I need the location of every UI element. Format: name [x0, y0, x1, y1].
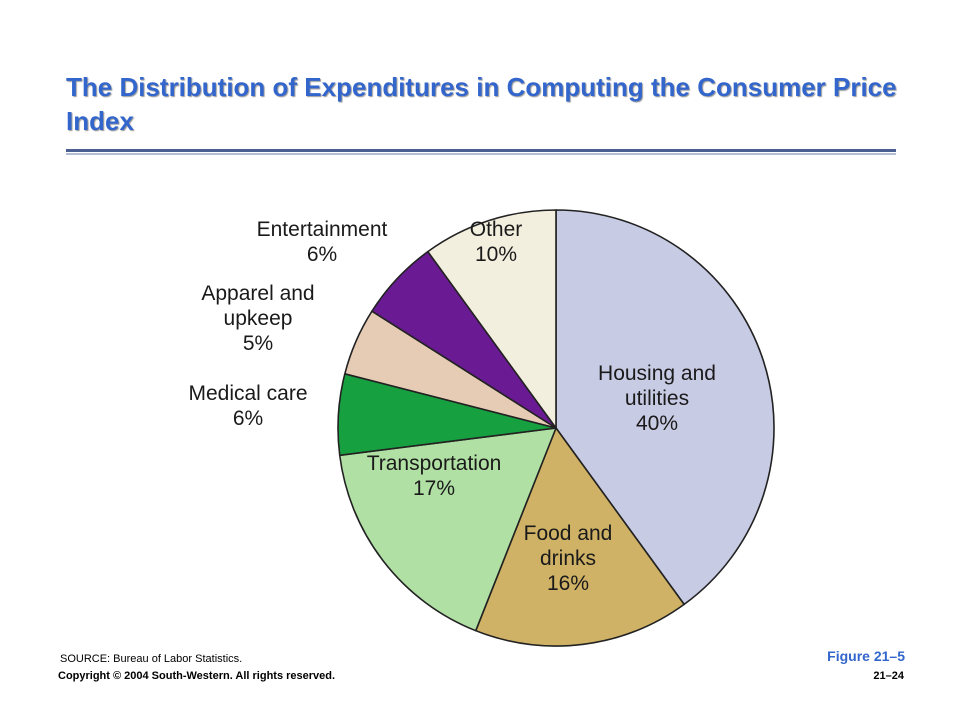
slice-label: Other 10%	[470, 218, 523, 266]
slice-label: Transportation 17%	[367, 452, 502, 500]
slice-label: Apparel and upkeep 5%	[201, 282, 314, 355]
page-number: 21–24	[873, 670, 904, 682]
pie-slice	[427, 209, 557, 429]
copyright-notice: Copyright © 2004 South-Western. All righ…	[58, 670, 336, 682]
slide-title: The Distribution of Expenditures in Comp…	[66, 72, 897, 136]
slice-label: Entertainment 6%	[257, 218, 388, 266]
slice-label: Food and drinks 16%	[524, 522, 613, 595]
pie-slice	[474, 427, 685, 647]
title-rule	[66, 149, 896, 156]
pie-labels: Housing and utilities 40% Food and drinks 16%…	[188, 218, 715, 595]
source-note: SOURCE: Bureau of Labor Statistics.	[60, 653, 243, 665]
figure-label: Figure 21–5	[827, 648, 905, 664]
slice-label: Housing and utilities 40%	[598, 362, 716, 435]
slice-label: Medical care 6%	[188, 382, 307, 430]
pie-slice	[555, 209, 775, 606]
pie-slice	[338, 427, 557, 632]
pie-slices	[337, 209, 775, 647]
